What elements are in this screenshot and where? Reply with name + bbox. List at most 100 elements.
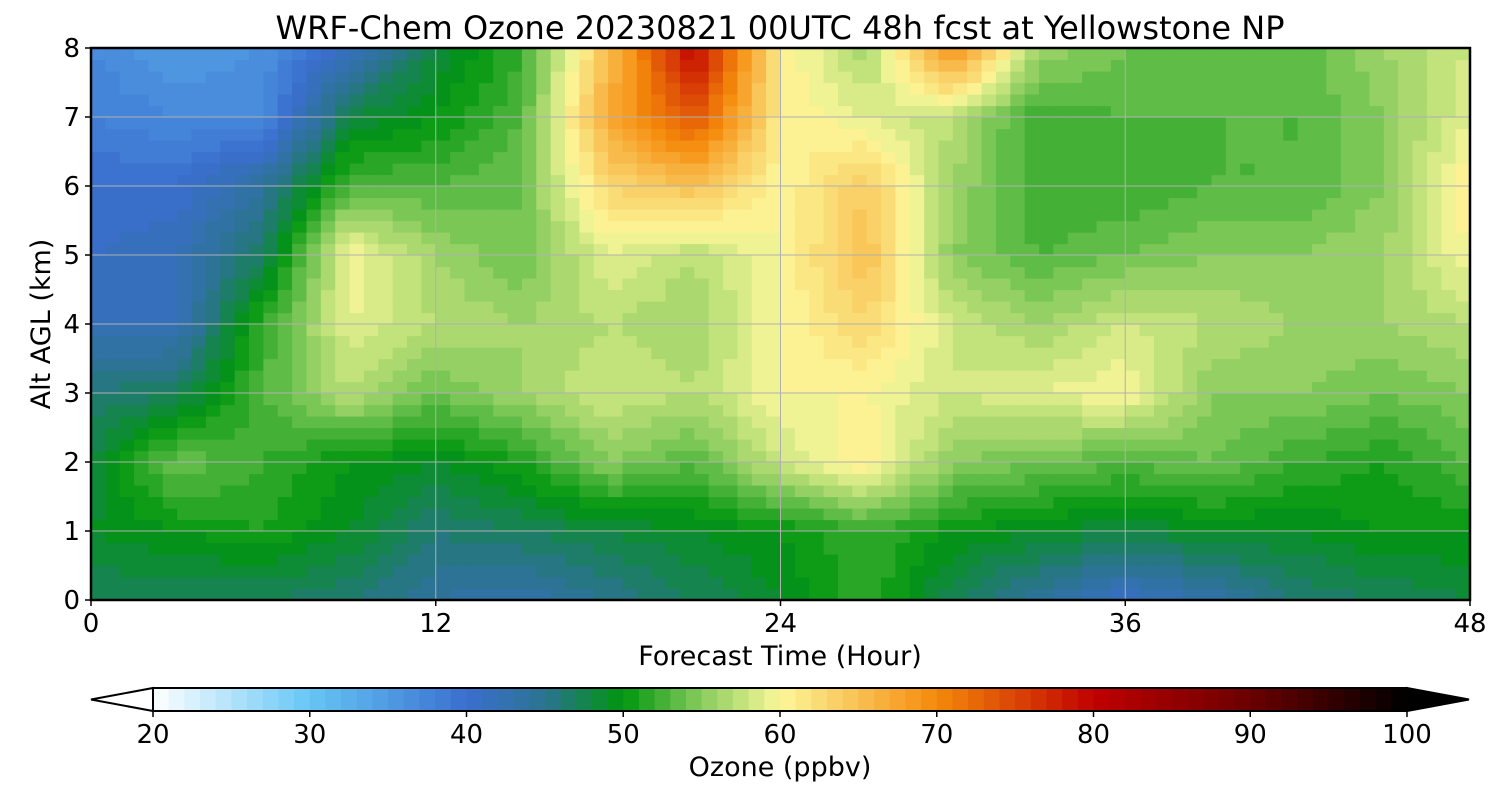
ozone-cell <box>837 289 853 302</box>
ozone-cell <box>1039 105 1055 118</box>
ozone-cell <box>1096 186 1112 199</box>
ozone-cell <box>1225 588 1241 601</box>
ozone-cell <box>335 174 351 187</box>
ozone-cell <box>191 347 207 360</box>
ozone-cell <box>1311 565 1327 578</box>
ozone-cell <box>952 577 968 590</box>
ozone-cell <box>536 496 552 509</box>
ozone-cell <box>651 335 667 348</box>
ozone-cell <box>1441 289 1457 302</box>
ozone-cell <box>651 370 667 383</box>
ozone-cell <box>694 59 710 72</box>
ozone-cell <box>952 450 968 463</box>
ozone-cell <box>407 519 422 532</box>
ozone-cell <box>679 577 695 590</box>
ozone-cell <box>177 163 193 176</box>
ozone-cell <box>378 243 394 256</box>
ozone-cell <box>895 519 911 532</box>
ozone-cell <box>1139 255 1155 268</box>
ozone-cell <box>866 473 882 486</box>
ozone-cell <box>205 404 221 417</box>
ozone-cell <box>450 554 466 567</box>
ozone-cell <box>852 416 868 429</box>
ozone-cell <box>1240 48 1256 61</box>
ozone-cell <box>1197 519 1213 532</box>
ozone-cell <box>1355 335 1371 348</box>
ozone-cell <box>651 59 667 72</box>
ozone-cell <box>651 209 667 222</box>
ozone-cell <box>1153 554 1169 567</box>
ozone-cell <box>895 588 911 601</box>
ozone-cell <box>91 542 106 555</box>
ozone-cell <box>349 335 365 348</box>
ozone-cell <box>1455 48 1471 61</box>
ozone-cell <box>837 117 853 130</box>
ozone-cell <box>1283 542 1299 555</box>
ozone-cell <box>981 404 997 417</box>
ozone-cell <box>608 404 624 417</box>
ozone-cell <box>636 508 652 521</box>
ozone-cell <box>565 542 580 555</box>
ozone-cell <box>608 220 624 233</box>
ozone-cell <box>1096 577 1112 590</box>
ozone-cell <box>91 335 106 348</box>
ozone-cell <box>392 163 408 176</box>
ozone-cell <box>407 565 422 578</box>
ozone-cell <box>1455 266 1471 279</box>
ozone-cell <box>952 71 968 84</box>
ozone-cell <box>579 220 595 233</box>
ozone-cell <box>1039 324 1055 337</box>
ozone-cell <box>1024 347 1040 360</box>
ozone-cell <box>608 301 624 314</box>
ozone-cell <box>349 174 365 187</box>
ozone-cell <box>421 554 437 567</box>
ozone-cell <box>579 473 595 486</box>
ozone-cell <box>507 381 523 394</box>
ozone-cell <box>952 209 968 222</box>
ozone-cell <box>823 243 839 256</box>
ozone-cell <box>1326 588 1342 601</box>
ozone-cell <box>177 128 193 141</box>
ozone-cell <box>1225 255 1241 268</box>
ozone-cell <box>1398 531 1414 544</box>
ozone-cell <box>608 462 624 475</box>
ozone-cell <box>622 370 638 383</box>
ozone-cell <box>1254 301 1270 314</box>
ozone-cell <box>1039 427 1055 440</box>
ozone-cell <box>708 186 724 199</box>
ozone-cell <box>579 105 595 118</box>
ozone-cell <box>1067 209 1083 222</box>
ozone-cell <box>1254 508 1270 521</box>
ozone-cell <box>1082 554 1098 567</box>
colorbar-swatch <box>309 688 326 711</box>
ozone-cell <box>1326 324 1342 337</box>
ozone-cell <box>292 381 308 394</box>
ozone-cell <box>665 485 681 498</box>
colorbar-swatch <box>952 688 969 711</box>
ozone-cell <box>1311 393 1327 406</box>
ozone-cell <box>478 255 494 268</box>
ozone-cell <box>622 163 638 176</box>
ozone-cell <box>521 94 537 107</box>
ozone-cell <box>665 324 681 337</box>
ozone-cell <box>105 151 121 164</box>
ozone-cell <box>91 243 106 256</box>
ozone-cell <box>1369 324 1385 337</box>
ozone-cell <box>924 266 940 279</box>
ozone-cell <box>1412 554 1428 567</box>
colorbar-swatch <box>1250 688 1267 711</box>
ozone-cell <box>1082 186 1098 199</box>
ozone-cell <box>234 565 250 578</box>
ozone-cell <box>1225 197 1241 210</box>
ozone-cell <box>435 358 451 371</box>
ozone-cell <box>881 255 897 268</box>
ozone-cell <box>952 347 968 360</box>
ozone-cell <box>105 531 121 544</box>
ozone-cell <box>651 117 667 130</box>
ozone-cell <box>363 439 379 452</box>
ozone-cell <box>1139 554 1155 567</box>
ozone-cell <box>1268 439 1284 452</box>
colorbar-swatch <box>905 688 922 711</box>
ozone-cell <box>1412 358 1428 371</box>
ozone-cell <box>866 48 882 61</box>
